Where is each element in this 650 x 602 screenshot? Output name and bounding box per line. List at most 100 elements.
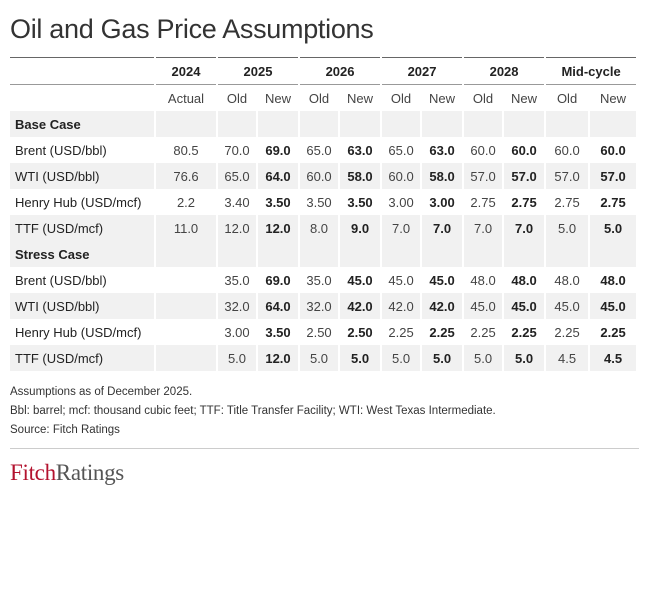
subheader-blank (10, 85, 154, 111)
footnote: Assumptions as of December 2025. (10, 386, 193, 398)
empty-cell (382, 241, 421, 267)
subheader-cell: Actual (167, 90, 205, 106)
value-cell: 5.0 (464, 345, 503, 371)
subheader-cell: Old (390, 90, 412, 106)
value-cell (156, 267, 216, 293)
empty-cell (340, 111, 381, 137)
value-cell: 5.0 (300, 345, 339, 371)
value-cell: 48.0 (600, 272, 626, 288)
subheader-cell: Old (556, 90, 578, 106)
row-label: WTI (USD/bbl) (10, 293, 154, 319)
value-cell: 7.0 (422, 215, 463, 241)
row-label: Brent (USD/bbl) (15, 272, 107, 288)
footnotes: Assumptions as of December 2025. Bbl: ba… (10, 383, 496, 440)
value-cell: 58.0 (422, 163, 463, 189)
value-cell: 42.0 (382, 293, 421, 319)
value-cell: 3.40 (224, 194, 250, 210)
value-cell: 3.50 (306, 194, 332, 210)
value-cell: 2.25 (429, 324, 455, 340)
value-cell: 45.0 (429, 272, 455, 288)
table-row: Brent (USD/bbl) 35.0 69.0 35.0 45.0 45.0 45.0 4… (10, 267, 636, 293)
value-cell: 2.75 (511, 194, 537, 210)
value-cell: 60.0 (600, 142, 626, 158)
section-row: Base Case (10, 111, 637, 137)
value-cell: 5.0 (382, 345, 421, 371)
value-cell (156, 319, 216, 345)
value-cell: 2.25 (554, 324, 580, 340)
value-cell: 60.0 (382, 163, 421, 189)
value-cell: 65.0 (388, 142, 414, 158)
subheader-row: Actual Old New Old New Old New Old New Old New (10, 85, 636, 111)
logo-fitch: Fitch (10, 460, 56, 485)
fitch-ratings-logo: FitchRatings (10, 460, 124, 486)
value-cell: 3.00 (224, 324, 250, 340)
value-cell: 2.25 (600, 324, 626, 340)
empty-cell (156, 241, 216, 267)
value-cell: 5.0 (546, 215, 589, 241)
value-cell: 60.0 (300, 163, 339, 189)
footnote: Source: Fitch Ratings (10, 424, 120, 436)
value-cell: 2.25 (388, 324, 414, 340)
value-cell: 2.75 (554, 194, 580, 210)
value-cell: 5.0 (590, 215, 637, 241)
price-assumptions-table: 2024 2025 2026 2027 2028 Mid-cycle Actua… (8, 57, 638, 371)
value-cell: 7.0 (464, 215, 503, 241)
row-label: TTF (USD/mcf) (10, 345, 154, 371)
value-cell: 60.0 (554, 142, 580, 158)
subheader-cell: New (511, 90, 538, 106)
year-header: 2026 (300, 57, 381, 85)
value-cell (156, 293, 216, 319)
value-cell: 58.0 (340, 163, 381, 189)
value-cell: 45.0 (590, 293, 637, 319)
value-cell: 12.0 (258, 215, 299, 241)
value-cell: 7.0 (504, 215, 545, 241)
value-cell: 32.0 (300, 293, 339, 319)
logo-ratings: Ratings (55, 460, 124, 485)
value-cell: 45.0 (546, 293, 589, 319)
value-cell: 7.0 (382, 215, 421, 241)
value-cell: 3.50 (265, 324, 291, 340)
year-header: 2027 (382, 57, 463, 85)
value-cell: 2.2 (176, 194, 196, 210)
value-cell: 4.5 (590, 345, 637, 371)
value-cell: 76.6 (156, 163, 216, 189)
empty-cell (340, 241, 381, 267)
empty-cell (382, 111, 421, 137)
empty-cell (258, 241, 299, 267)
value-cell: 42.0 (422, 293, 463, 319)
section-label: Stress Case (10, 241, 154, 267)
value-cell: 69.0 (265, 272, 291, 288)
empty-cell (218, 241, 256, 267)
empty-cell (546, 111, 589, 137)
table-row: Henry Hub (USD/mcf) 2.2 3.40 3.50 3.50 3.50 3.… (10, 189, 636, 215)
value-cell: 69.0 (265, 142, 291, 158)
value-cell: 3.50 (265, 194, 291, 210)
value-cell: 5.0 (422, 345, 463, 371)
value-cell: 2.25 (511, 324, 537, 340)
value-cell: 48.0 (554, 272, 580, 288)
subheader-cell: Old (472, 90, 494, 106)
value-cell: 12.0 (218, 215, 256, 241)
section-label: Base Case (10, 111, 154, 137)
table-row: TTF (USD/mcf) 5.0 12.0 5.0 5.0 5.0 5.0 5.0 5.0 4.… (10, 345, 637, 371)
value-cell: 3.00 (429, 194, 455, 210)
table-row: WTI (USD/bbl) 32.0 64.0 32.0 42.0 42.0 42.0 45.… (10, 293, 637, 319)
year-header: 2024 (156, 57, 216, 85)
empty-cell (258, 111, 299, 137)
value-cell: 65.0 (218, 163, 256, 189)
year-header: 2028 (464, 57, 545, 85)
value-cell: 4.5 (546, 345, 589, 371)
value-cell: 45.0 (504, 293, 545, 319)
table-row: TTF (USD/mcf) 11.0 12.0 12.0 8.0 9.0 7.0 7.0 7.0… (10, 215, 637, 241)
empty-cell (300, 111, 339, 137)
subheader-cell: Old (226, 90, 248, 106)
empty-cell (546, 241, 589, 267)
empty-cell (218, 111, 256, 137)
subheader-cell: New (347, 90, 374, 106)
divider (10, 448, 639, 449)
value-cell: 64.0 (258, 163, 299, 189)
subheader-cell: New (429, 90, 456, 106)
value-cell: 45.0 (347, 272, 373, 288)
value-cell: 70.0 (224, 142, 250, 158)
value-cell: 32.0 (218, 293, 256, 319)
